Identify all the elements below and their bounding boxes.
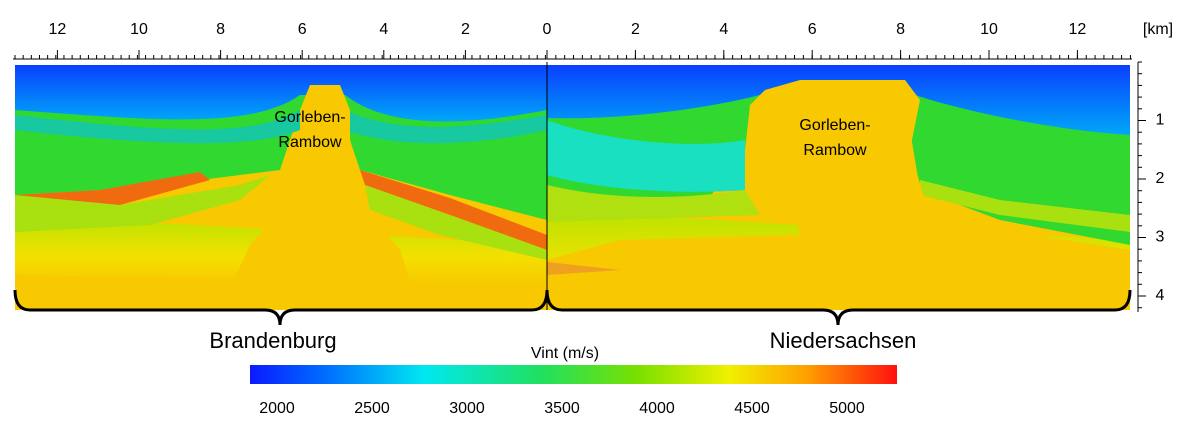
region-label: Brandenburg bbox=[209, 328, 336, 353]
tick-label: 4 bbox=[719, 21, 728, 38]
structure-label: Rambow bbox=[803, 142, 867, 159]
colorbar bbox=[250, 365, 897, 384]
axis-unit: [km] bbox=[1143, 21, 1173, 38]
tick-label: 10 bbox=[130, 21, 148, 38]
velocity-section bbox=[15, 62, 1130, 310]
tick-label: 6 bbox=[298, 21, 307, 38]
colorbar-tick-label: 2500 bbox=[354, 400, 390, 417]
tick-label: 2 bbox=[461, 21, 470, 38]
structure-label: Gorleben- bbox=[799, 117, 870, 134]
tick-label: 12 bbox=[49, 21, 67, 38]
tick-label: 10 bbox=[980, 21, 998, 38]
region-label: Niedersachsen bbox=[770, 328, 917, 353]
colorbar-tick-label: 2000 bbox=[259, 400, 295, 417]
tick-label: 4 bbox=[379, 21, 388, 38]
tick-label: 12 bbox=[1069, 21, 1087, 38]
tick-label: 8 bbox=[216, 21, 225, 38]
colorbar-tick-label: 3000 bbox=[449, 400, 485, 417]
colorbar-tick-label: 4000 bbox=[639, 400, 675, 417]
depth-label: 4 bbox=[1156, 287, 1165, 304]
structure-label: Rambow bbox=[278, 134, 342, 151]
depth-label: 2 bbox=[1156, 170, 1165, 187]
tick-label: 0 bbox=[543, 21, 552, 38]
colorbar-tick-label: 5000 bbox=[829, 400, 865, 417]
braces bbox=[13, 289, 1132, 326]
depth-label: 3 bbox=[1156, 229, 1165, 246]
tick-label: 6 bbox=[808, 21, 817, 38]
tick-label: 8 bbox=[896, 21, 905, 38]
colorbar-title: Vint (m/s) bbox=[531, 345, 599, 362]
colorbar-tick-label: 3500 bbox=[544, 400, 580, 417]
depth-label: 1 bbox=[1156, 112, 1165, 129]
colorbar-tick-label: 4500 bbox=[734, 400, 770, 417]
structure-label: Gorleben- bbox=[274, 109, 345, 126]
tick-label: 2 bbox=[631, 21, 640, 38]
